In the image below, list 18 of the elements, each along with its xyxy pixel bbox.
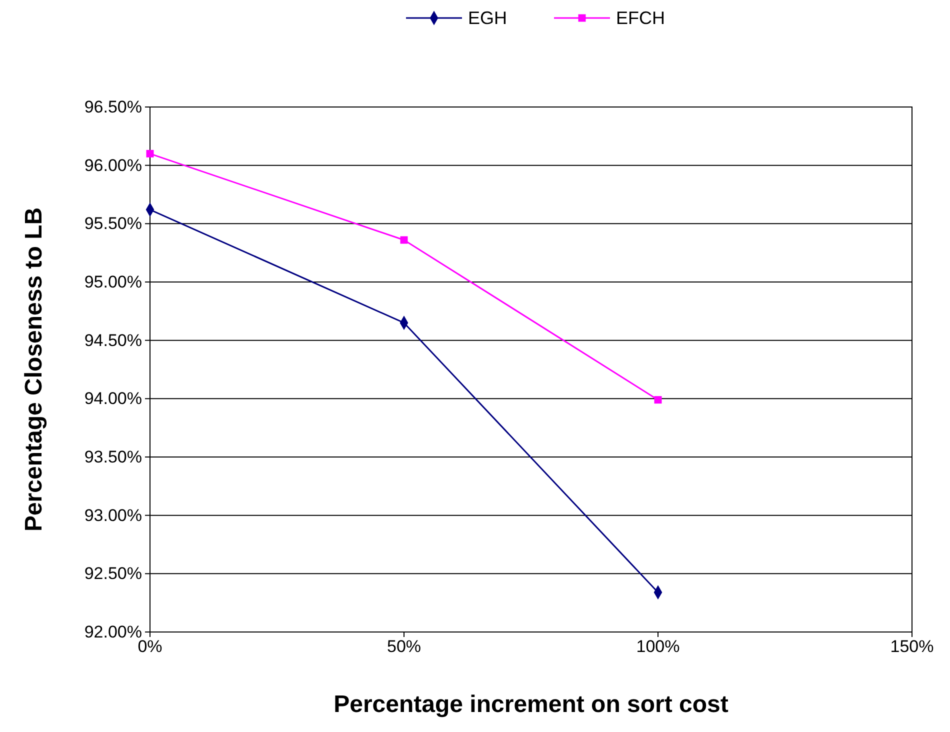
y-tick-label: 95.00% — [84, 272, 142, 292]
point — [654, 396, 662, 404]
y-tick-label: 93.50% — [84, 448, 142, 466]
y-tick-label: 96.50% — [84, 98, 142, 116]
x-tick-label: 50% — [386, 637, 422, 656]
y-tick-label: 95.50% — [84, 214, 142, 234]
y-tick-label: 94.50% — [84, 330, 142, 350]
y-tick-label: 92.50% — [84, 564, 142, 584]
y-axis-title: Percentage Closeness to LB — [20, 207, 48, 532]
point — [146, 150, 154, 158]
y-tick-label: 96.00% — [84, 156, 142, 175]
legend-label: EFCH — [616, 8, 665, 28]
y-tick-label: 94.00% — [84, 389, 142, 408]
x-tick-label: 100% — [636, 637, 680, 656]
x-tick-label: 150% — [890, 637, 934, 656]
y-tick-label: 93.00% — [84, 506, 142, 525]
x-axis-title: Percentage increment on sort cost — [334, 691, 728, 718]
legend-label: EGH — [468, 8, 508, 28]
